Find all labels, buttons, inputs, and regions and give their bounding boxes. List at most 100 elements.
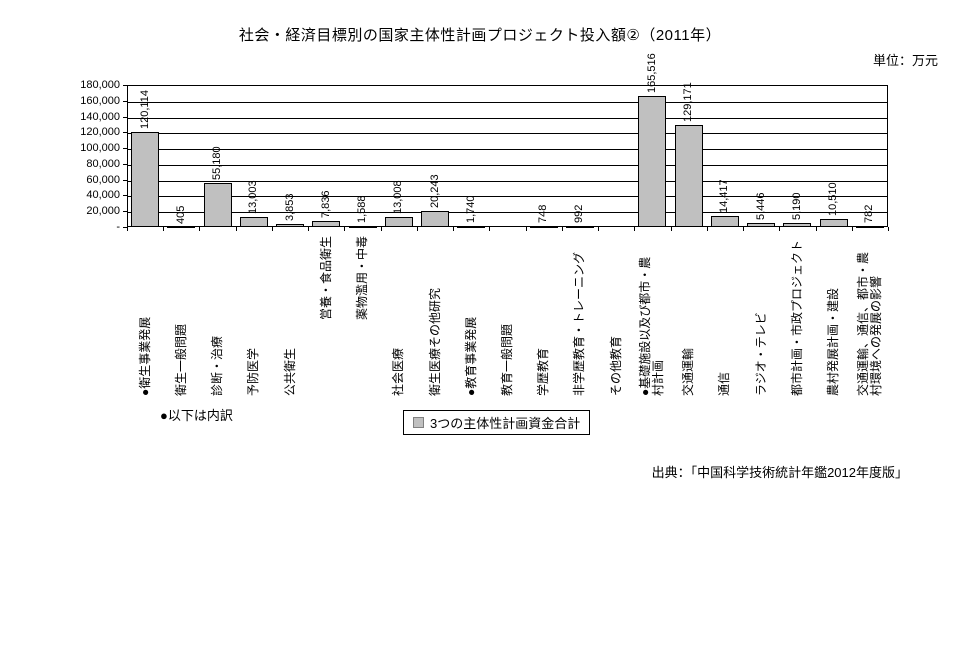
bar-value-label: 748 [537, 205, 550, 224]
x-category-label: 営養・食品衛生 [318, 235, 333, 320]
y-axis-tick [123, 148, 127, 150]
bar-value-label: 1,740 [464, 195, 477, 223]
x-category-label-line: 社会医療 [391, 347, 406, 396]
x-category-label-line: 都市計画・市政プロジェクト [789, 239, 804, 396]
x-category-label: 薬物濫用・中毒 [355, 235, 370, 320]
gridline [128, 212, 887, 214]
bar [855, 226, 884, 228]
bar [783, 222, 812, 227]
gridline [128, 133, 887, 135]
x-axis-tick [670, 227, 672, 231]
bar [348, 225, 377, 228]
bar-value-label: 10,510 [827, 182, 840, 216]
x-category-label: ●教育事業発展 [463, 316, 478, 396]
x-category-label-line: 衛生一般問題 [173, 323, 188, 396]
y-axis-tick [123, 132, 127, 134]
y-axis-tick [123, 227, 127, 228]
y-axis-tick [123, 163, 127, 165]
legend-square-icon [413, 417, 424, 428]
x-category-label: 社会医療 [391, 347, 406, 396]
legend-box: 3つの主体性計画資金合計 [403, 410, 591, 435]
y-axis-tick [123, 116, 127, 118]
x-category-label-line: 衛生医療その他研究 [427, 287, 442, 396]
x-category-label: 教育一般問題 [500, 324, 514, 396]
x-axis-tick [199, 227, 201, 231]
bar-value-label: 3,853 [283, 193, 296, 221]
x-axis-tick [235, 227, 237, 231]
x-category-label: ●衛生事業発展 [137, 316, 152, 396]
bar-value-label: 992 [573, 204, 586, 224]
bar-value-label: 13,003 [247, 180, 260, 214]
bar-value-label: 20,243 [428, 174, 441, 209]
x-category-label-line: 交通運輸 [681, 347, 696, 396]
bar [819, 218, 848, 227]
y-axis-tick [123, 195, 127, 197]
x-category-label-line: 非学歴教育・トレーニング [572, 251, 587, 396]
x-category-label: 衛生一般問題 [173, 323, 188, 396]
plot-area [127, 85, 888, 227]
bar [167, 226, 196, 228]
x-category-label-line: 農村発展計画・建設 [826, 287, 841, 396]
gridline [128, 180, 887, 182]
x-category-label: 交通運輸、通信、都市・農 村環境への発展の影響 [855, 251, 883, 396]
bar-value-label: 405 [174, 205, 187, 224]
bar [747, 222, 776, 227]
bar-value-label: 7,836 [319, 190, 332, 218]
y-axis-tick [123, 85, 127, 86]
x-axis-tick [163, 227, 165, 231]
x-category-label-line: 村計画 [651, 359, 666, 396]
bar [312, 220, 341, 227]
x-axis-tick [380, 227, 382, 231]
x-category-label: 学歴教育 [536, 347, 551, 396]
x-category-label-line: その他教育 [608, 335, 623, 396]
y-axis-tick [123, 179, 127, 181]
y-tick-label: 60,000 [86, 173, 120, 186]
x-axis-tick [127, 227, 128, 231]
x-axis-tick [525, 227, 527, 231]
x-axis-tick [779, 227, 781, 231]
bar-value-label: 14,417 [718, 178, 731, 213]
x-category-label-line: 薬物濫用・中毒 [355, 235, 370, 320]
x-axis-tick [489, 227, 491, 231]
bar [131, 132, 160, 227]
x-category-label: 農村発展計画・建設 [826, 287, 841, 396]
x-category-label: 衛生医療その他研究 [427, 287, 442, 396]
x-category-label-line: ●衛生事業発展 [137, 316, 152, 396]
x-category-label-line: ラジオ・テレビ [753, 312, 768, 396]
legend-label: 3つの主体性計画資金合計 [430, 416, 581, 431]
bar-value-label: 165,516 [645, 53, 658, 94]
bar [565, 226, 594, 228]
gridline [128, 149, 887, 151]
bar-value-label: 5,446 [754, 192, 767, 220]
x-axis-tick [815, 227, 817, 231]
y-axis-tick [123, 100, 127, 102]
x-category-label: 都市計画・市政プロジェクト [789, 239, 804, 396]
x-category-label-line: 学歴教育 [536, 347, 551, 396]
y-tick-label: 80,000 [86, 157, 120, 170]
bar [421, 211, 450, 227]
x-category-label: 予防医学 [246, 348, 260, 396]
y-tick-label: 140,000 [80, 110, 120, 123]
bar [239, 216, 268, 227]
y-tick-label: 120,000 [80, 126, 120, 139]
bar-value-label: 1,588 [356, 195, 369, 223]
x-category-label: その他教育 [608, 335, 623, 396]
x-axis-tick [706, 227, 708, 231]
bar-value-label: 120,114 [138, 90, 151, 130]
bar [674, 125, 703, 227]
x-category-label: 通信 [717, 372, 731, 396]
x-category-label-line: ●教育事業発展 [463, 316, 478, 396]
x-category-label-line: 村環境への発展の影響 [868, 275, 883, 396]
x-category-label-line: 公共衛生 [282, 347, 297, 396]
x-category-label: ●基礎施設以及び都市・農 村計画 [638, 257, 666, 396]
source-caption: 出典：「中国科学技術統計年鑑2012年度版」 [651, 465, 908, 480]
x-category-label: 交通運輸 [681, 347, 696, 396]
x-category-label-line: 交通運輸、通信、都市・農 [855, 251, 870, 396]
note-breakdown: ●以下は内訳 [160, 408, 233, 423]
x-category-label-line: 営養・食品衛生 [318, 235, 333, 320]
x-axis-tick [308, 227, 310, 231]
x-axis-tick [344, 227, 346, 231]
y-tick-label: - [116, 221, 120, 233]
bar-value-label: 129,171 [682, 82, 695, 123]
